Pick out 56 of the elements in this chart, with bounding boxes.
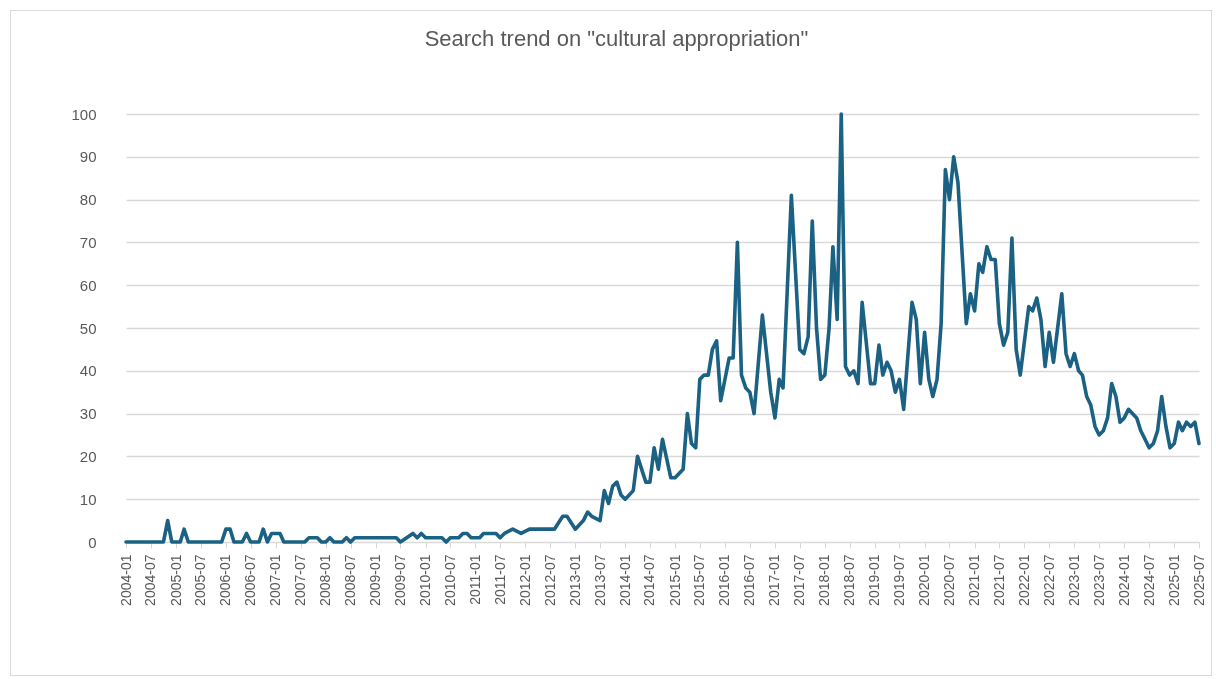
x-tick-label: 2013-07: [591, 554, 608, 606]
y-tick-label: 30: [79, 405, 97, 423]
x-tick-label: 2023-07: [1090, 554, 1107, 606]
y-tick-label: 60: [79, 276, 97, 294]
y-tick-label: 10: [79, 490, 97, 508]
x-tick-label: 2017-01: [766, 554, 783, 606]
x-tick-label: 2019-01: [866, 554, 883, 606]
x-tick-label: 2022-01: [1015, 554, 1032, 606]
y-tick-label: 0: [88, 533, 97, 551]
x-tick-label: 2016-07: [741, 554, 758, 606]
x-tick-label: 2005-01: [167, 554, 184, 606]
y-tick-label: 90: [79, 148, 97, 166]
x-tick-label: 2012-01: [516, 554, 533, 606]
x-tick-label: 2007-01: [267, 554, 284, 606]
x-tick-label: 2024-01: [1115, 554, 1132, 606]
x-tick-label: 2008-07: [342, 554, 359, 606]
x-tick-label: 2017-07: [791, 554, 808, 606]
x-tick-label: 2005-07: [192, 554, 209, 606]
x-tick-label: 2024-07: [1140, 554, 1157, 606]
x-tick-label: 2014-01: [616, 554, 633, 606]
x-tick-label: 2020-07: [940, 554, 957, 606]
y-tick-label: 40: [79, 362, 97, 380]
x-tick-label: 2011-01: [466, 554, 483, 605]
x-tick-label: 2021-01: [966, 554, 983, 606]
x-tick-label: 2025-07: [1190, 554, 1207, 606]
y-tick-label: 70: [79, 233, 97, 251]
y-tick-label: 80: [79, 191, 97, 209]
x-tick-label: 2014-07: [641, 554, 658, 606]
x-tick-label: 2012-07: [541, 554, 558, 606]
x-tick-label: 2015-07: [691, 554, 708, 606]
y-tick-label: 50: [79, 319, 97, 337]
x-tick-label: 2013-01: [566, 554, 583, 606]
x-tick-label: 2006-07: [242, 554, 259, 606]
x-tick-label: 2016-01: [716, 554, 733, 606]
x-tick-label: 2008-01: [317, 554, 334, 606]
x-tick-label: 2020-01: [916, 554, 933, 606]
x-tick-label: 2004-07: [142, 554, 159, 606]
x-tick-label: 2009-01: [367, 554, 384, 606]
x-tick-label: 2018-01: [816, 554, 833, 606]
x-tick-label: 2018-07: [841, 554, 858, 606]
x-tick-label: 2010-07: [441, 554, 458, 606]
x-tick-label: 2011-07: [491, 554, 508, 605]
x-tick-label: 2009-07: [391, 554, 408, 606]
x-tick-label: 2010-01: [417, 554, 434, 606]
chart-title: Search trend on "cultural appropriation": [424, 26, 809, 51]
x-tick-label: 2023-01: [1065, 554, 1082, 606]
x-tick-label: 2004-01: [117, 554, 134, 606]
x-tick-label: 2022-07: [1040, 554, 1057, 606]
y-tick-label: 100: [71, 105, 97, 123]
x-tick-label: 2019-07: [890, 554, 907, 606]
x-tick-label: 2006-01: [217, 554, 234, 606]
y-tick-label: 20: [79, 447, 97, 465]
x-tick-label: 2025-01: [1165, 554, 1182, 606]
x-tick-label: 2007-07: [292, 554, 309, 606]
x-tick-label: 2015-01: [666, 554, 683, 606]
x-tick-label: 2021-07: [990, 554, 1007, 606]
